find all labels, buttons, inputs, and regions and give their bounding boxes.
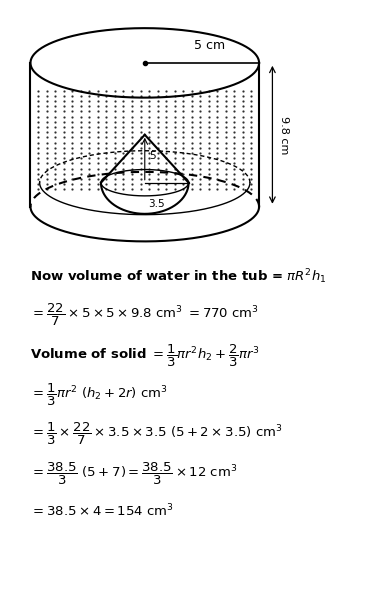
Text: $= \dfrac{1}{3} \times \dfrac{22}{7} \times 3.5 \times 3.5\ (5 + 2 \times 3.5)$ : $= \dfrac{1}{3} \times \dfrac{22}{7} \ti… <box>30 420 283 447</box>
Text: $= \dfrac{22}{7} \times 5 \times 5 \times 9.8$ cm$^3$ $= 770$ cm$^3$: $= \dfrac{22}{7} \times 5 \times 5 \time… <box>30 302 259 328</box>
Text: $= \dfrac{1}{3}\pi r^2\ (h_2 + 2r)$ cm$^3$: $= \dfrac{1}{3}\pi r^2\ (h_2 + 2r)$ cm$^… <box>30 382 168 409</box>
Text: $= 38.5 \times 4 = 154$ cm$^3$: $= 38.5 \times 4 = 154$ cm$^3$ <box>30 503 174 519</box>
Text: Volume of solid $= \dfrac{1}{3}\pi r^2h_2 + \dfrac{2}{3}\pi r^3$: Volume of solid $= \dfrac{1}{3}\pi r^2h_… <box>30 343 260 370</box>
Text: $= \dfrac{38.5}{3}\ (5 + 7) = \dfrac{38.5}{3} \times 12$ cm$^3$: $= \dfrac{38.5}{3}\ (5 + 7) = \dfrac{38.… <box>30 461 238 488</box>
Text: Now volume of water in the tub = $\pi R^2h_1$: Now volume of water in the tub = $\pi R^… <box>30 267 327 286</box>
Text: 3.5: 3.5 <box>149 199 165 210</box>
Text: 5 cm: 5 cm <box>194 39 225 52</box>
Text: 9.8 cm: 9.8 cm <box>279 116 289 154</box>
Text: 5: 5 <box>149 151 156 161</box>
